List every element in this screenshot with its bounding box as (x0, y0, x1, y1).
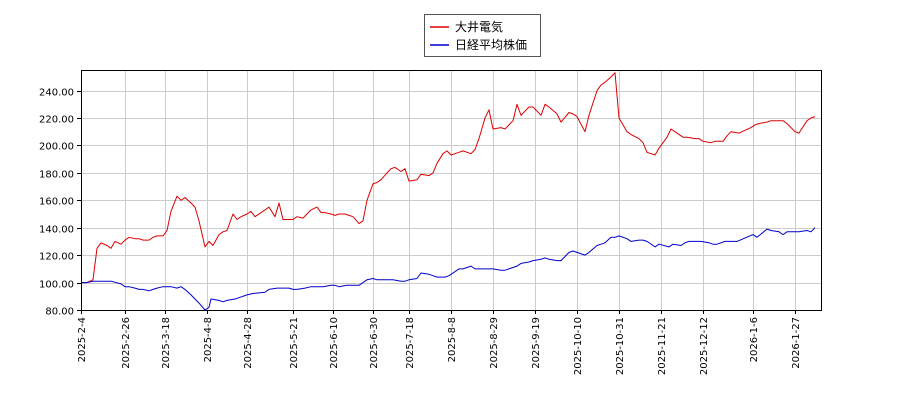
y-tick-label: 120.00 (39, 252, 74, 263)
series-lines (81, 72, 816, 311)
y-tick-label: 100.00 (39, 280, 74, 291)
y-tick-label: 180.00 (39, 170, 74, 181)
y-tick-label: 240.00 (39, 88, 74, 99)
series-line-nikkei-average (81, 227, 816, 311)
x-tick-label: 2025-10-10 (573, 317, 584, 375)
x-tick-label: 2025-6-10 (329, 317, 340, 369)
x-tick-label: 2025-7-18 (405, 317, 416, 369)
x-tick-label: 2025-10-31 (615, 317, 626, 375)
x-tick-label: 2025-11-21 (657, 317, 668, 375)
x-axis: 2025-2-4 2025-2-26 2025-3-18 2025-4-8 2025-4… (77, 310, 802, 375)
x-tick-label: 2025-6-30 (369, 317, 380, 369)
y-tick-label: 200.00 (39, 142, 74, 153)
series-line-ooi-electric (81, 72, 816, 284)
x-tick-label: 2026-1-6 (749, 317, 760, 362)
x-tick-label: 2025-3-18 (161, 317, 172, 369)
legend: 大井電気 日経平均株価 (424, 14, 541, 57)
legend-label-nikkei-average: 日経平均株価 (455, 37, 527, 52)
x-tick-label: 2025-2-26 (121, 317, 132, 369)
y-tick-label: 140.00 (39, 225, 74, 236)
y-tick-label: 160.00 (39, 197, 74, 208)
x-tick-label: 2026-1-27 (791, 317, 802, 369)
y-axis: 80.00 100.00 120.00 140.00 160.00 180.00 200.0… (39, 88, 81, 318)
x-tick-label: 2025-8-8 (447, 317, 458, 362)
x-tick-label: 2025-8-29 (489, 317, 500, 369)
y-tick-label: 220.00 (39, 115, 74, 126)
x-tick-label: 2025-5-21 (289, 317, 300, 369)
y-tick-label: 80.00 (45, 307, 74, 318)
x-tick-label: 2025-12-12 (699, 317, 710, 375)
x-tick-label: 2025-4-28 (243, 317, 254, 369)
x-tick-label: 2025-2-4 (77, 317, 88, 362)
x-tick-label: 2025-4-8 (203, 317, 214, 362)
legend-box (424, 14, 541, 57)
legend-label-ooi-electric: 大井電気 (455, 19, 503, 34)
x-tick-label: 2025-9-19 (531, 317, 542, 369)
